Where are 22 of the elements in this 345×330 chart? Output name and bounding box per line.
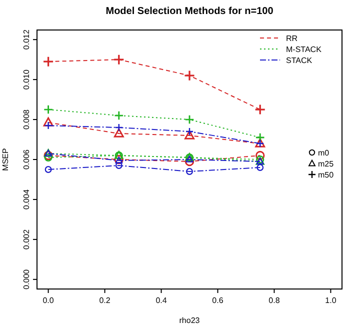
y-tick-label: 0.010 [22,69,31,90]
x-tick-label: 0.6 [212,296,224,305]
y-tick-label: 0.006 [22,148,31,170]
legend-label: M-STACK [286,45,322,54]
y-tick-label: 0.012 [22,29,31,50]
annotation: m50 [318,170,334,180]
legend-label: RR [286,34,298,43]
y-tick-label: 0.008 [22,108,31,130]
y-axis-title: MSEP [1,148,10,171]
y-tick-label: 0.002 [22,228,31,250]
legend-label: STACK [286,56,313,65]
x-tick-label: 0.0 [42,296,54,305]
annotation: m0 [318,148,330,158]
x-tick-label: 0.4 [156,296,168,305]
x-axis-title: rho23 [179,316,200,325]
x-tick-label: 1.0 [325,296,337,305]
x-tick-label: 0.8 [268,296,280,305]
y-tick-label: 0.004 [22,188,31,210]
chart-title: Model Selection Methods for n=100 [106,6,274,17]
y-tick-label: 0.000 [22,268,31,290]
annotation: m25 [318,160,334,168]
x-tick-label: 0.2 [99,296,111,305]
